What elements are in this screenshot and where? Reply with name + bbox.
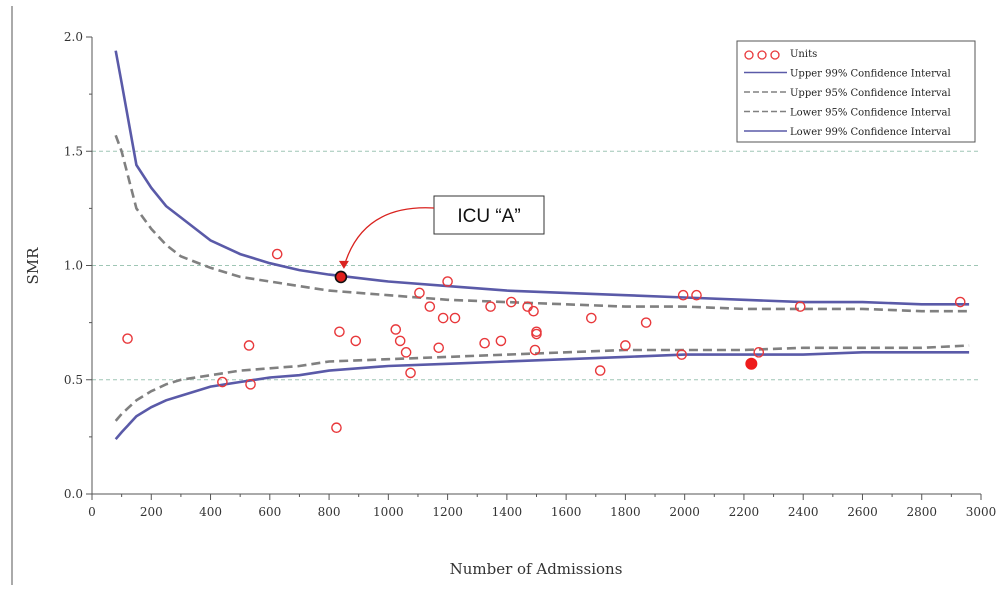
x-tick-label: 0: [88, 505, 96, 519]
x-axis-label: Number of Admissions: [450, 560, 623, 578]
unit-point: [433, 342, 445, 354]
x-tick-label: 1800: [610, 505, 641, 519]
x-tick-label: 400: [199, 505, 222, 519]
unit-point: [334, 326, 345, 338]
x-tick-label: 2000: [669, 505, 700, 519]
x-tick-label: 1200: [432, 505, 463, 519]
lower-95-ci-line: [114, 344, 970, 422]
unit-point: [245, 379, 256, 390]
y-axis-label: SMR: [24, 247, 42, 285]
unit-point: [122, 333, 133, 344]
y-tick-label: 0.5: [64, 373, 83, 387]
x-tick-label: 2800: [906, 505, 937, 519]
legend-upper99-label: Upper 99% Confidence Interval: [790, 69, 951, 80]
lower-99-ci-line: [114, 351, 970, 441]
unit-point: [594, 365, 606, 376]
unit-point: [954, 296, 966, 308]
unit-point: [676, 349, 688, 360]
legend-upper95-label: Upper 95% Confidence Interval: [790, 88, 951, 99]
x-tick-label: 1600: [551, 505, 582, 519]
unit-point: [506, 296, 517, 308]
legend-units-label: Units: [790, 49, 817, 60]
unit-point: [449, 312, 461, 324]
x-tick-label: 2600: [847, 505, 878, 519]
x-tick-label: 2200: [729, 505, 760, 519]
x-tick-label: 3000: [966, 505, 997, 519]
y-tick-label: 1.5: [64, 144, 83, 158]
axes: 0 200 400 600 800 1000 1200 1400 1600 1800 2000 220…: [64, 30, 996, 519]
legend-unit-symbol: [757, 50, 767, 60]
x-tick-label: 2400: [788, 505, 819, 519]
unit-point: [390, 324, 402, 335]
icu-a-arrow-line: [343, 207, 435, 268]
unit-point: [586, 312, 597, 324]
legend-unit-symbol: [744, 50, 754, 60]
annotations: ICU “A”: [334, 195, 545, 284]
confidence-curves: [114, 50, 970, 441]
unit-point: [405, 367, 416, 379]
unit-point: [217, 376, 228, 388]
y-tick-label: 1.0: [64, 259, 83, 273]
unit-point: [479, 337, 490, 349]
upper-99-ci-line: [114, 50, 970, 306]
unit-point: [528, 305, 539, 317]
upper-95-ci-line: [114, 134, 970, 313]
legend-unit-symbol: [770, 50, 780, 60]
unit-point: [753, 347, 765, 358]
unit-point: [424, 301, 436, 312]
icu-a-point: [334, 270, 348, 284]
x-tick-label: 800: [318, 505, 341, 519]
unit-point: [529, 344, 541, 356]
unit-point: [350, 335, 362, 347]
legend-lower95-label: Lower 95% Confidence Interval: [790, 108, 951, 119]
filled-unit-point: [745, 357, 758, 370]
icu-a-callout-box: [433, 195, 545, 235]
unit-point: [394, 335, 406, 347]
unit-point: [677, 289, 689, 301]
unit-point: [400, 347, 412, 358]
y-tick-label: 2.0: [64, 30, 83, 44]
x-tick-label: 200: [140, 505, 163, 519]
icu-a-callout-label: ICU “A”: [457, 206, 520, 227]
unit-point: [495, 335, 507, 347]
legend-lower99-label: Lower 99% Confidence Interval: [790, 127, 951, 138]
unit-point: [531, 328, 542, 340]
legend: Units Upper 99% Confidence Interval Upper …: [736, 40, 976, 143]
x-tick-label: 1400: [492, 505, 523, 519]
unit-point: [442, 276, 453, 287]
x-tick-label: 1000: [373, 505, 404, 519]
unit-point: [271, 248, 283, 260]
unit-point: [485, 301, 496, 312]
unit-point: [691, 289, 702, 301]
unit-points: [122, 248, 966, 434]
icu-a-arrow-head: [338, 260, 349, 269]
unit-point: [794, 301, 806, 312]
unit-point: [640, 317, 652, 328]
unit-point: [414, 287, 425, 299]
unit-point: [243, 340, 255, 351]
y-tick-label: 0.0: [64, 487, 83, 501]
unit-point: [437, 312, 449, 324]
unit-point: [331, 422, 342, 434]
gridlines: [92, 150, 981, 381]
unit-point: [620, 340, 631, 351]
x-tick-label: 600: [258, 505, 281, 519]
